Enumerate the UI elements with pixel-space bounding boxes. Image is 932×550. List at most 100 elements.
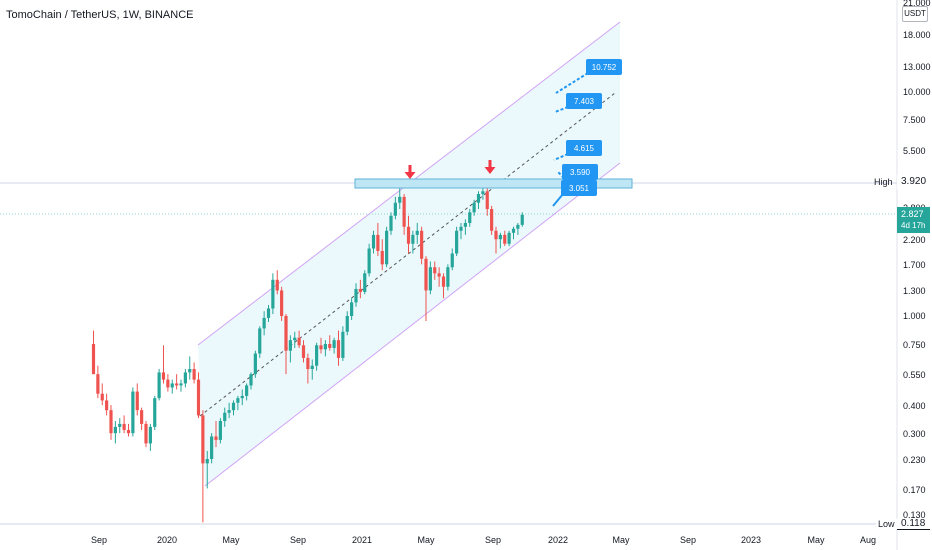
candle-body [148, 426, 152, 444]
chart-title: TomoChain / TetherUS, 1W, BINANCE [6, 9, 194, 21]
candle-body [236, 398, 240, 403]
target-value: 3.590 [570, 168, 591, 177]
channel-midline[interactable] [199, 92, 616, 417]
time-tick-label: May [612, 535, 630, 545]
target-box[interactable] [586, 59, 622, 75]
target-leader-line [554, 106, 569, 113]
candle-body [122, 423, 126, 430]
target-leader-line [555, 72, 589, 94]
candle-body [455, 230, 459, 254]
price-tick-label: 0.400 [903, 401, 926, 411]
resistance-zone[interactable] [354, 178, 633, 189]
candle-body [415, 230, 419, 235]
candle-body [371, 234, 376, 249]
target-box[interactable] [562, 164, 598, 180]
channel-lower-line[interactable] [204, 162, 621, 487]
high-value: 3.920 [897, 175, 930, 189]
channel-fill [198, 22, 620, 486]
price-tick-label: 18.000 [903, 30, 931, 40]
price-tick-label: 13.000 [903, 62, 931, 72]
candle-body [354, 288, 358, 303]
candle-body [393, 202, 397, 216]
price-tick-label: 7.500 [903, 115, 926, 125]
candle-body [437, 273, 441, 277]
candle-body [490, 209, 494, 231]
candle-body [192, 369, 196, 380]
candle-body [135, 391, 139, 411]
candle-body [441, 276, 446, 287]
candle-body [126, 429, 131, 434]
candle-body [328, 343, 332, 348]
candle-body [161, 372, 166, 380]
candle-body [131, 391, 135, 434]
candle-body [288, 340, 292, 351]
target-leader-line [553, 153, 569, 161]
candle-body [481, 191, 485, 195]
candle-body [468, 212, 472, 223]
price-tick-label: 1.700 [903, 260, 926, 270]
candle-body [262, 317, 266, 329]
candle-body [231, 402, 236, 411]
price-tick-label: 1.000 [903, 311, 926, 321]
price-tick-label: 0.300 [903, 429, 926, 439]
candle-body [210, 436, 214, 460]
current-price: 2.827 [901, 209, 924, 219]
candle-body [266, 308, 271, 318]
candle-body [450, 253, 454, 268]
candle-body [315, 345, 319, 366]
target-value: 10.752 [592, 63, 617, 72]
candle-body [498, 234, 502, 240]
candle-body [433, 267, 437, 274]
candle-body [411, 234, 415, 244]
high-label: High [874, 177, 893, 187]
candle-body [494, 230, 498, 240]
candle-body [402, 196, 406, 227]
target-box[interactable] [566, 93, 602, 109]
candle-body [205, 459, 209, 464]
price-tick-label: 10.000 [903, 87, 931, 97]
price-tick-label: 2.200 [903, 235, 926, 245]
candle-body [100, 393, 104, 401]
time-tick-label: Sep [485, 535, 501, 545]
candle-body [144, 423, 148, 444]
candle-body [271, 279, 275, 309]
candle-body [96, 374, 100, 394]
candle-body [293, 337, 297, 341]
candle-body [485, 191, 489, 210]
currency-unit-button[interactable]: USDT [902, 6, 928, 22]
candle-body [179, 383, 183, 386]
candle-body [389, 215, 393, 231]
candle-body [367, 248, 371, 274]
target-box[interactable] [561, 180, 597, 196]
candle-body [301, 345, 306, 358]
candle-body [459, 226, 463, 231]
candle-body [516, 224, 520, 229]
target-leader-line [552, 193, 564, 207]
candle-body [350, 302, 354, 316]
candle-body [188, 369, 192, 373]
candle-body [306, 357, 310, 370]
candle-body [214, 436, 218, 440]
candle-body [91, 343, 96, 375]
time-tick-label: 2023 [741, 535, 761, 545]
candle-countdown: 4d 17h [901, 221, 926, 230]
time-tick-label: May [222, 535, 240, 545]
candle-body [310, 365, 314, 370]
candle-body [113, 426, 117, 434]
price-tick-label: 1.300 [903, 286, 926, 296]
candle-body [319, 345, 323, 350]
candle-body [223, 412, 227, 421]
time-tick-label: 2021 [352, 535, 372, 545]
candle-body [227, 410, 231, 413]
candle-body [336, 340, 341, 358]
candle-body [428, 267, 432, 291]
price-tick-label: 0.750 [903, 340, 926, 350]
candle-body [376, 234, 380, 251]
target-value: 4.615 [574, 144, 595, 153]
low-value: 0.118 [897, 518, 930, 530]
candle-body [476, 194, 481, 203]
candle-body [175, 383, 179, 386]
target-box[interactable] [566, 140, 602, 156]
candle-body [363, 273, 367, 292]
